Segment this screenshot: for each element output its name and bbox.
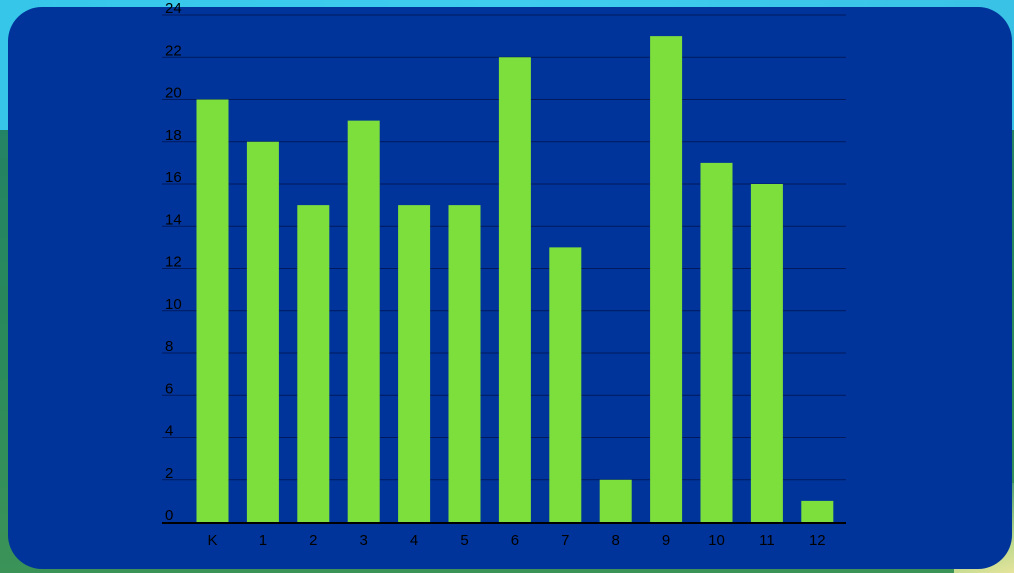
y-tick-label: 24 bbox=[165, 0, 182, 17]
x-tick-label: 2 bbox=[309, 532, 317, 549]
bar-12 bbox=[801, 500, 834, 522]
y-tick-label: 22 bbox=[165, 42, 182, 59]
x-axis-ticks: K 1 2 3 4 5 6 7 8 9 10 11 12 bbox=[207, 532, 825, 549]
y-tick-label: 0 bbox=[165, 507, 173, 524]
x-tick-label: 12 bbox=[809, 532, 826, 549]
y-tick-label: 18 bbox=[165, 127, 182, 144]
x-tick-label: 3 bbox=[360, 532, 368, 549]
y-tick-label: 10 bbox=[165, 296, 182, 313]
y-tick-label: 16 bbox=[165, 169, 182, 186]
bar-5 bbox=[448, 205, 481, 522]
bar-3 bbox=[347, 120, 380, 522]
x-tick-label: 10 bbox=[708, 532, 725, 549]
y-tick-label: 12 bbox=[165, 254, 182, 271]
bar-8 bbox=[599, 479, 632, 522]
bar-4 bbox=[398, 205, 431, 522]
y-tick-label: 20 bbox=[165, 85, 182, 102]
y-tick-label: 14 bbox=[165, 211, 182, 228]
y-tick-label: 6 bbox=[165, 380, 173, 397]
x-tick-label: 4 bbox=[410, 532, 418, 549]
y-tick-label: 4 bbox=[165, 423, 173, 440]
x-tick-label: 8 bbox=[612, 532, 620, 549]
x-tick-label: 1 bbox=[259, 532, 267, 549]
bar-11 bbox=[750, 184, 783, 522]
bar-9 bbox=[650, 36, 683, 522]
y-tick-label: 2 bbox=[165, 465, 173, 482]
x-tick-label: 9 bbox=[662, 532, 670, 549]
bar-6 bbox=[498, 57, 531, 522]
x-tick-label: 7 bbox=[561, 532, 569, 549]
x-tick-label: 5 bbox=[460, 532, 468, 549]
x-tick-label: K bbox=[207, 532, 217, 549]
y-tick-label: 8 bbox=[165, 338, 173, 355]
bar-1 bbox=[246, 141, 279, 522]
bar-10 bbox=[700, 162, 733, 522]
x-tick-label: 6 bbox=[511, 532, 519, 549]
x-tick-label: 11 bbox=[759, 532, 775, 549]
bar-7 bbox=[549, 247, 582, 522]
bars bbox=[196, 36, 834, 522]
bar-K bbox=[196, 99, 229, 522]
bar-2 bbox=[297, 205, 330, 522]
